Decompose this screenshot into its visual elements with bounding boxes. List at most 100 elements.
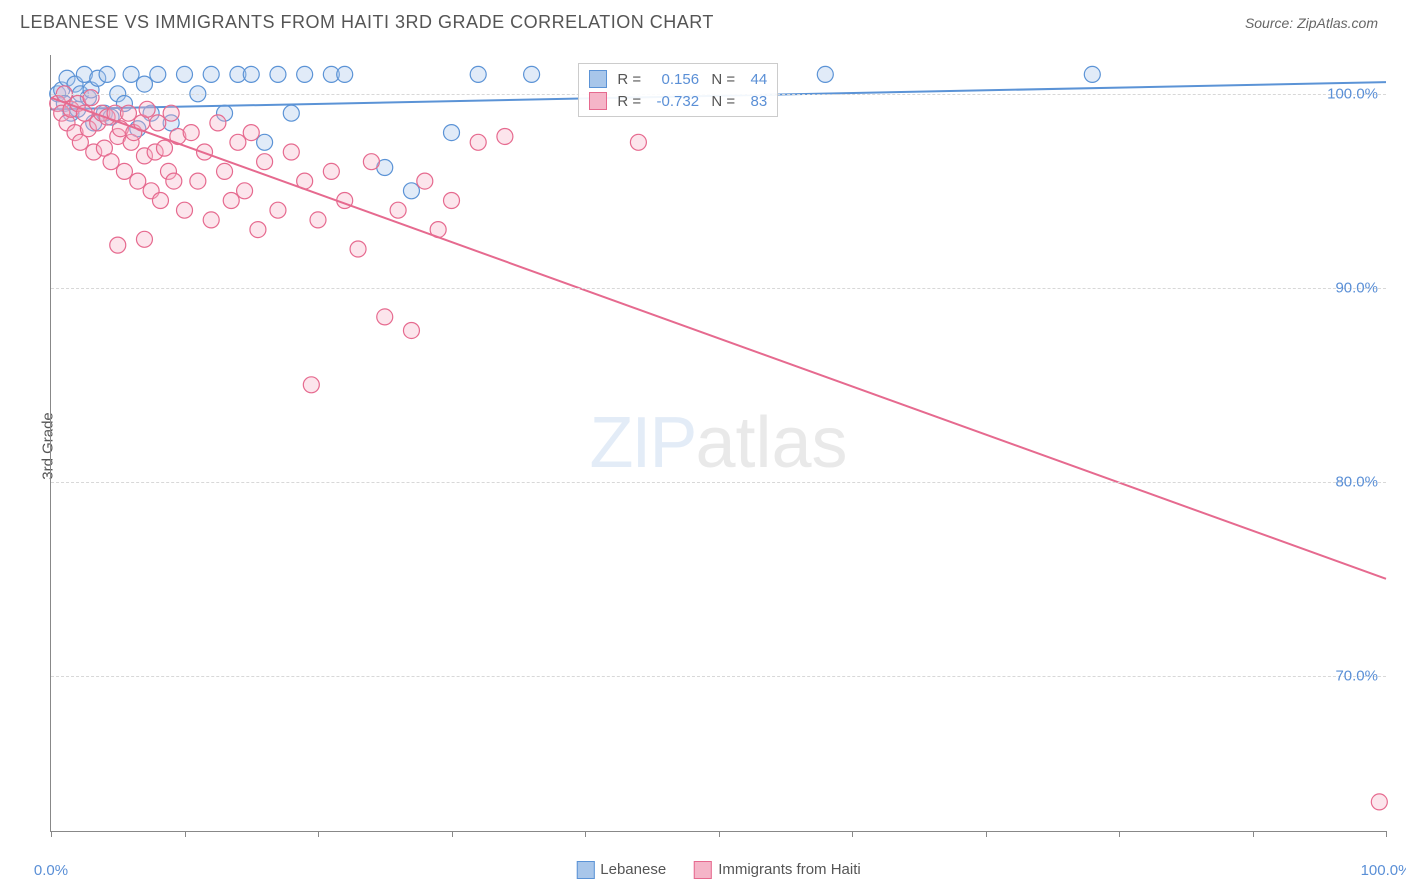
data-point — [217, 163, 233, 179]
gridline-h — [51, 482, 1386, 483]
data-point — [323, 163, 339, 179]
data-point — [250, 222, 266, 238]
legend-item: Lebanese — [576, 861, 666, 879]
data-point — [297, 66, 313, 82]
r-label: R = — [617, 71, 641, 88]
r-value: -0.732 — [645, 93, 699, 110]
y-tick-label: 70.0% — [1335, 667, 1378, 684]
data-point — [99, 66, 115, 82]
data-point — [177, 202, 193, 218]
y-tick-label: 80.0% — [1335, 473, 1378, 490]
data-point — [630, 134, 646, 150]
x-tick — [852, 831, 853, 837]
data-point — [237, 183, 253, 199]
data-point — [403, 322, 419, 338]
gridline-h — [51, 288, 1386, 289]
data-point — [283, 144, 299, 160]
x-tick — [986, 831, 987, 837]
x-tick — [452, 831, 453, 837]
data-point — [470, 134, 486, 150]
data-point — [1084, 66, 1100, 82]
data-point — [210, 115, 226, 131]
x-tick-label: 0.0% — [34, 862, 68, 879]
data-point — [270, 66, 286, 82]
data-point — [257, 154, 273, 170]
chart-plot-area: ZIPatlas 70.0%80.0%90.0%100.0%0.0%100.0%… — [50, 55, 1386, 832]
data-point — [183, 125, 199, 141]
n-value: 83 — [739, 93, 767, 110]
data-point — [136, 231, 152, 247]
data-point — [136, 76, 152, 92]
n-label: N = — [703, 93, 735, 110]
data-point — [116, 163, 132, 179]
x-tick — [1119, 831, 1120, 837]
correlation-row: R = 0.156 N = 44 — [589, 68, 767, 90]
legend-item: Immigrants from Haiti — [694, 861, 861, 879]
data-point — [139, 101, 155, 117]
data-point — [130, 173, 146, 189]
x-tick — [1386, 831, 1387, 837]
chart-source: Source: ZipAtlas.com — [1245, 15, 1378, 31]
data-point — [150, 115, 166, 131]
data-point — [1371, 794, 1387, 810]
data-point — [230, 134, 246, 150]
data-point — [243, 125, 259, 141]
legend-label: Lebanese — [600, 861, 666, 878]
data-point — [110, 237, 126, 253]
data-point — [444, 125, 460, 141]
trendline — [51, 98, 1386, 579]
data-point — [337, 66, 353, 82]
correlation-box: R = 0.156 N = 44R = -0.732 N = 83 — [578, 63, 778, 117]
data-point — [390, 202, 406, 218]
chart-header: LEBANESE VS IMMIGRANTS FROM HAITI 3RD GR… — [0, 0, 1406, 41]
x-tick — [719, 831, 720, 837]
data-point — [403, 183, 419, 199]
y-tick-label: 90.0% — [1335, 279, 1378, 296]
r-value: 0.156 — [645, 71, 699, 88]
data-point — [470, 66, 486, 82]
series-swatch — [589, 70, 607, 88]
n-label: N = — [703, 71, 735, 88]
data-point — [497, 128, 513, 144]
data-point — [190, 173, 206, 189]
data-point — [103, 154, 119, 170]
x-tick — [585, 831, 586, 837]
x-tick — [318, 831, 319, 837]
data-point — [524, 66, 540, 82]
data-point — [310, 212, 326, 228]
data-point — [203, 66, 219, 82]
data-point — [203, 212, 219, 228]
data-point — [120, 105, 136, 121]
legend-swatch — [576, 861, 594, 879]
data-point — [243, 66, 259, 82]
x-tick — [51, 831, 52, 837]
chart-title: LEBANESE VS IMMIGRANTS FROM HAITI 3RD GR… — [20, 12, 714, 33]
scatter-plot-svg — [51, 55, 1386, 831]
data-point — [156, 140, 172, 156]
gridline-h — [51, 676, 1386, 677]
x-tick — [185, 831, 186, 837]
data-point — [350, 241, 366, 257]
data-point — [377, 309, 393, 325]
legend: Lebanese Immigrants from Haiti — [576, 861, 860, 879]
legend-label: Immigrants from Haiti — [718, 861, 861, 878]
data-point — [83, 90, 99, 106]
y-tick-label: 100.0% — [1327, 85, 1378, 102]
data-point — [223, 193, 239, 209]
x-tick-label: 100.0% — [1361, 862, 1406, 879]
data-point — [303, 377, 319, 393]
x-tick — [1253, 831, 1254, 837]
data-point — [150, 66, 166, 82]
data-point — [123, 66, 139, 82]
correlation-row: R = -0.732 N = 83 — [589, 90, 767, 112]
data-point — [163, 105, 179, 121]
data-point — [270, 202, 286, 218]
r-label: R = — [617, 93, 641, 110]
data-point — [417, 173, 433, 189]
data-point — [257, 134, 273, 150]
data-point — [363, 154, 379, 170]
data-point — [152, 193, 168, 209]
data-point — [166, 173, 182, 189]
data-point — [817, 66, 833, 82]
data-point — [283, 105, 299, 121]
